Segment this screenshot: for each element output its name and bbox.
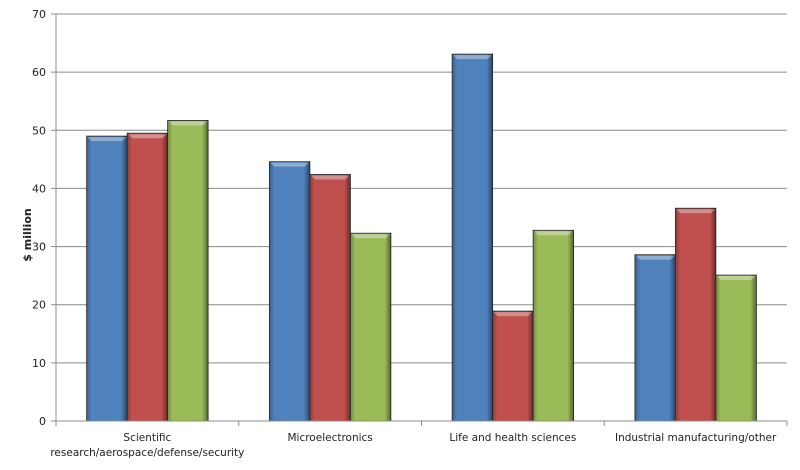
bar-bevel xyxy=(716,276,756,281)
y-tick-label: 70 xyxy=(32,8,46,21)
y-tick-label: 20 xyxy=(32,299,46,312)
x-tick-label: Scientific xyxy=(123,432,171,444)
bar-shading xyxy=(86,136,128,421)
x-tick-label: Microelectronics xyxy=(287,432,372,444)
x-axis-labels: Scientific research/aerospace/defense/sec… xyxy=(50,432,777,459)
bar-bevel xyxy=(635,255,675,260)
y-axis-label: $ million xyxy=(21,208,34,261)
bar-bevel xyxy=(534,231,573,236)
bar-bevel xyxy=(128,134,167,139)
bar-shading xyxy=(492,311,534,421)
bar-shading xyxy=(452,54,493,422)
bar-bevel xyxy=(453,55,492,60)
bar-bevel xyxy=(270,162,309,167)
bar-bevel xyxy=(168,121,208,126)
bar-bevel xyxy=(310,175,350,180)
y-axis-ticks: 0 10 20 30 40 50 60 70 xyxy=(32,8,56,428)
bar-shading xyxy=(350,233,391,421)
y-tick-label: 10 xyxy=(32,357,46,370)
y-tick-label: 60 xyxy=(32,66,46,79)
bar-shading xyxy=(127,133,168,421)
y-tick-label: 50 xyxy=(32,124,46,137)
bar-bevel xyxy=(676,209,715,214)
x-tick-label: research/aerospace/defense/security xyxy=(50,447,244,459)
bar-shading xyxy=(309,174,351,421)
bars xyxy=(86,53,757,422)
bar-shading xyxy=(715,275,757,421)
y-tick-label: 30 xyxy=(32,241,46,254)
y-tick-label: 40 xyxy=(32,182,46,195)
x-tick-label: Industrial manufacturing/other xyxy=(615,432,777,444)
bar-shading xyxy=(269,161,310,421)
y-tick-label: 0 xyxy=(39,415,46,428)
bar-bevel xyxy=(87,137,127,142)
bar-bevel xyxy=(351,234,390,239)
bar-shading xyxy=(167,120,209,421)
bar-shading xyxy=(675,208,716,421)
bar-shading xyxy=(634,254,676,421)
bar-shading xyxy=(533,230,574,421)
bar-bevel xyxy=(493,312,533,317)
axes xyxy=(55,14,788,426)
x-tick-label: Life and health sciences xyxy=(449,432,576,444)
